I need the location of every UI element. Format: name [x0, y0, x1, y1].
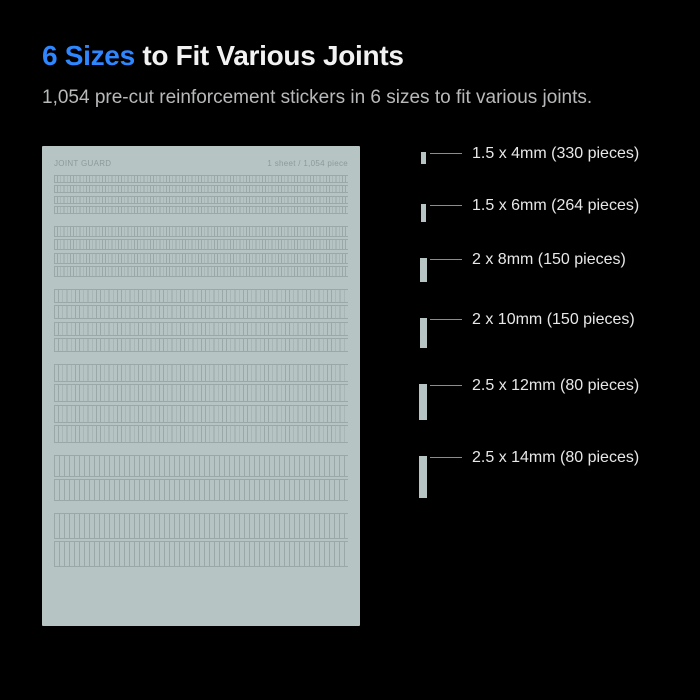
sheet-group	[54, 175, 348, 214]
legend-sample-col	[416, 384, 430, 420]
title-accent: 6 Sizes	[42, 40, 135, 71]
sheet-row	[54, 384, 348, 402]
legend-sample-col	[416, 152, 430, 164]
sheet-group	[54, 364, 348, 443]
sheet-row-pair	[54, 226, 348, 250]
sheet-row	[54, 175, 348, 183]
legend-leader-col	[430, 258, 462, 260]
sheet-row-pair	[54, 405, 348, 443]
legend-leader-col	[430, 318, 462, 320]
legend-leader	[430, 385, 462, 386]
legend-leader-col	[430, 456, 462, 458]
sheet-row-pair	[54, 289, 348, 319]
legend-label: 2.5 x 14mm (80 pieces)	[472, 450, 639, 466]
sheet-row-pair	[54, 322, 348, 352]
page-subtitle: 1,054 pre-cut reinforcement stickers in …	[42, 84, 632, 112]
sheet-row	[54, 322, 348, 336]
sheet-row-pair	[54, 175, 348, 193]
legend-item: 2 x 10mm (150 pieces)	[416, 318, 658, 348]
size-legend: 1.5 x 4mm (330 pieces) 1.5 x 6mm (264 pie…	[416, 146, 658, 498]
sheet-header: JOINT GUARD 1 sheet / 1,054 piece	[54, 159, 348, 168]
sheet-row	[54, 266, 348, 277]
sheet-row	[54, 239, 348, 250]
legend-label: 2 x 8mm (150 pieces)	[472, 252, 626, 268]
legend-label: 2.5 x 12mm (80 pieces)	[472, 378, 639, 394]
legend-sample	[419, 384, 427, 420]
sheet-row	[54, 338, 348, 352]
sheet-row	[54, 253, 348, 264]
legend-item: 2 x 8mm (150 pieces)	[416, 258, 658, 282]
legend-leader-col	[430, 204, 462, 206]
sheet-row-pair	[54, 253, 348, 277]
sticker-sheet: JOINT GUARD 1 sheet / 1,054 piece	[42, 146, 360, 626]
legend-label: 1.5 x 6mm (264 pieces)	[472, 198, 639, 214]
sheet-group	[54, 455, 348, 501]
legend-sample-col	[416, 318, 430, 348]
sheet-row	[54, 513, 348, 539]
legend-leader	[430, 205, 462, 206]
sheet-row	[54, 479, 348, 501]
legend-leader-col	[430, 384, 462, 386]
legend-item: 2.5 x 12mm (80 pieces)	[416, 384, 658, 420]
sheet-row-pair	[54, 513, 348, 567]
legend-label: 1.5 x 4mm (330 pieces)	[472, 146, 639, 162]
sheet-row	[54, 185, 348, 193]
sheet-row-pair	[54, 455, 348, 501]
sheet-row	[54, 455, 348, 477]
sheet-row	[54, 226, 348, 237]
legend-item: 2.5 x 14mm (80 pieces)	[416, 456, 658, 498]
legend-sample-col	[416, 456, 430, 498]
sheet-header-right: 1 sheet / 1,054 piece	[267, 159, 348, 168]
legend-item: 1.5 x 6mm (264 pieces)	[416, 204, 658, 222]
sheet-row	[54, 196, 348, 204]
legend-leader	[430, 457, 462, 458]
sheet-row	[54, 541, 348, 567]
legend-sample	[420, 258, 427, 282]
legend-leader	[430, 259, 462, 260]
legend-sample-col	[416, 204, 430, 222]
legend-sample	[421, 152, 426, 164]
sheet-row	[54, 206, 348, 214]
sheet-row	[54, 364, 348, 382]
legend-leader-col	[430, 152, 462, 154]
legend-sample	[419, 456, 427, 498]
title-rest: to Fit Various Joints	[135, 40, 404, 71]
legend-leader	[430, 153, 462, 154]
legend-sample	[420, 318, 427, 348]
legend-sample-col	[416, 258, 430, 282]
sheet-group	[54, 513, 348, 567]
legend-leader	[430, 319, 462, 320]
sheet-row	[54, 405, 348, 423]
sheet-group	[54, 226, 348, 277]
page-title: 6 Sizes to Fit Various Joints	[42, 40, 658, 72]
legend-item: 1.5 x 4mm (330 pieces)	[416, 152, 658, 168]
sheet-row-pair	[54, 364, 348, 402]
sheet-header-left: JOINT GUARD	[54, 159, 111, 168]
sheet-row-pair	[54, 196, 348, 214]
legend-label: 2 x 10mm (150 pieces)	[472, 312, 635, 328]
sheet-row	[54, 305, 348, 319]
sheet-row	[54, 425, 348, 443]
sheet-group	[54, 289, 348, 352]
legend-sample	[421, 204, 426, 222]
sheet-row	[54, 289, 348, 303]
